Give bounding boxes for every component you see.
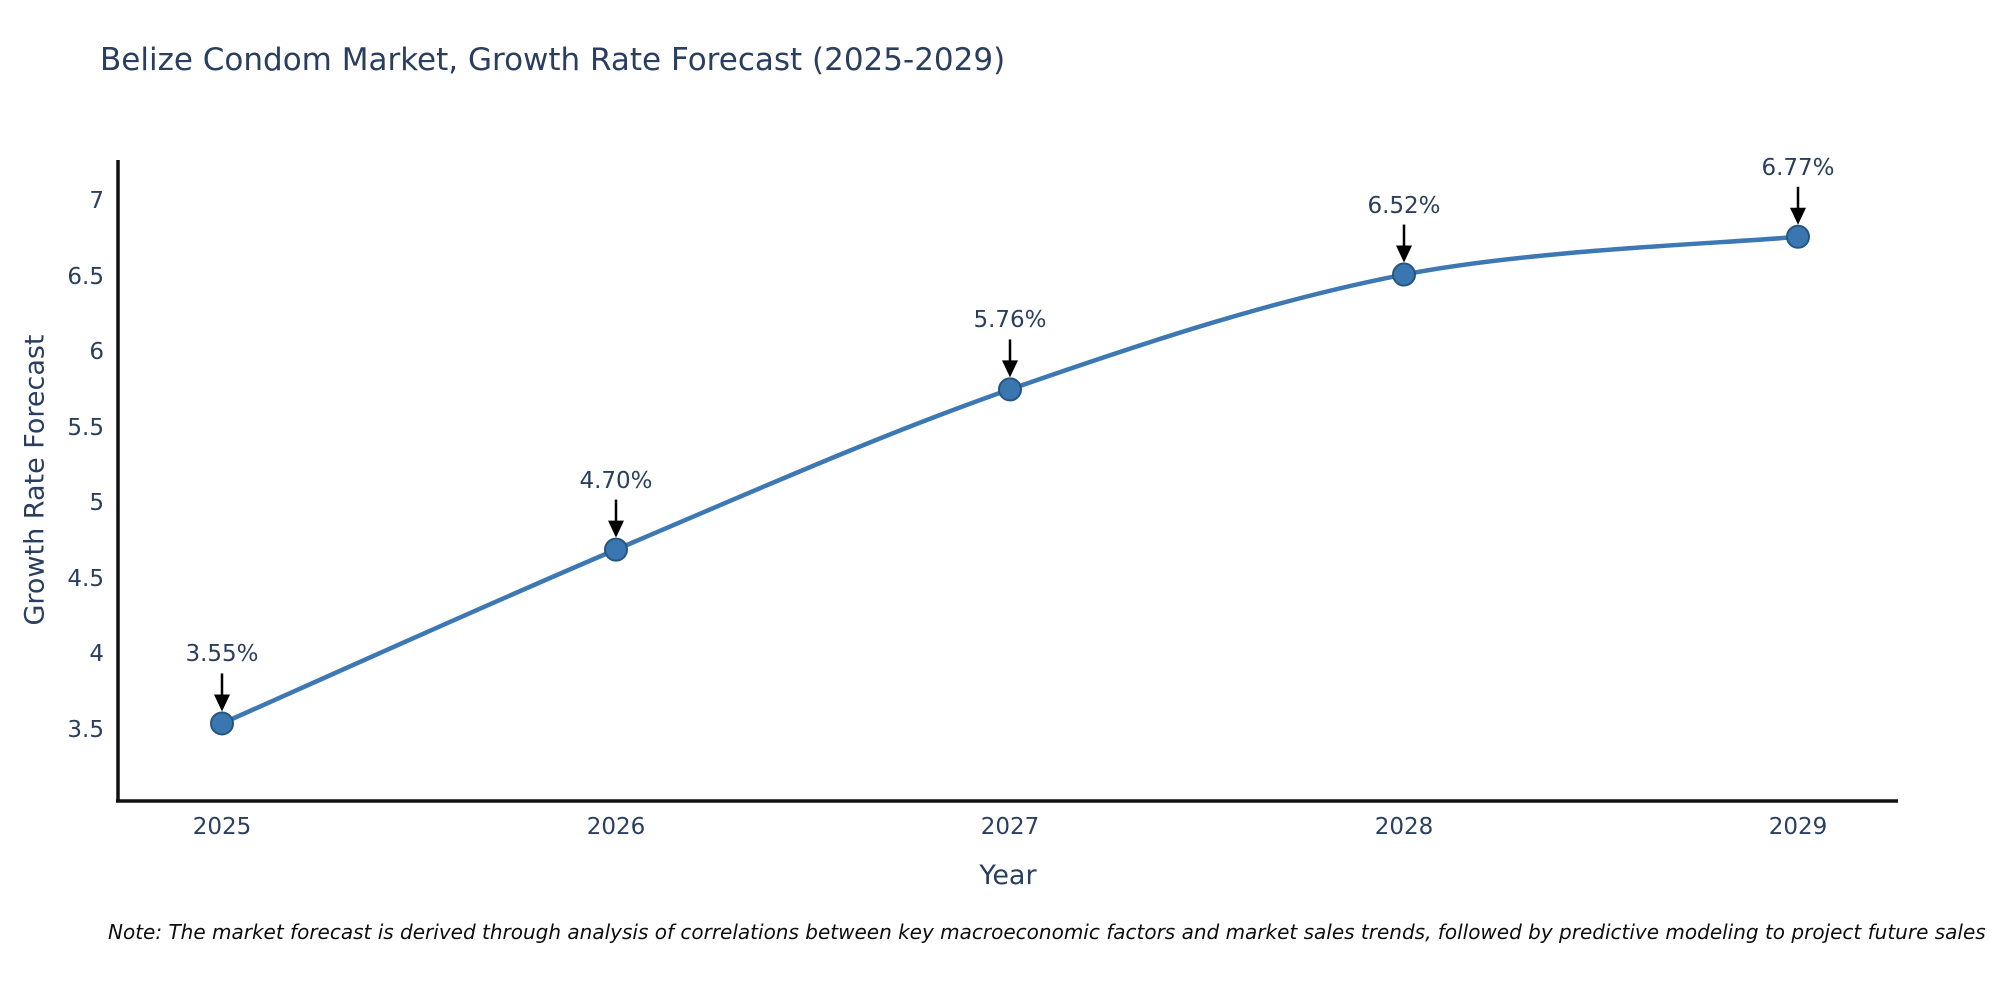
annotation-arrow-head: [1002, 360, 1018, 378]
data-point-marker: [604, 537, 628, 562]
x-tick-label: 2026: [586, 814, 646, 840]
chart-title: Belize Condom Market, Growth Rate Foreca…: [100, 42, 1006, 78]
y-tick-label: 5.5: [67, 414, 104, 441]
x-tick-label: 2027: [980, 814, 1040, 840]
data-point-marker: [998, 377, 1022, 402]
data-point-marker: [1786, 224, 1810, 249]
annotation-arrow-head: [608, 520, 624, 538]
data-point-label: 3.55%: [185, 641, 259, 668]
data-point-label: 6.52%: [1367, 192, 1441, 219]
y-tick-label: 6: [89, 339, 104, 366]
y-tick-label: 3.5: [67, 717, 104, 743]
annotation-arrow-head: [214, 694, 230, 712]
annotation-arrow-head: [1790, 207, 1806, 225]
data-point-marker: [210, 711, 234, 736]
y-tick-label: 4.5: [67, 565, 104, 592]
data-point-label: 4.70%: [579, 467, 653, 494]
data-point-marker: [1392, 262, 1416, 287]
y-tick-label: 5: [89, 490, 104, 517]
y-tick-label: 7: [89, 188, 104, 214]
x-axis-title: Year: [979, 860, 1037, 891]
y-tick-label: 6.5: [67, 263, 104, 290]
data-point-label: 6.77%: [1761, 154, 1835, 181]
annotation-arrow-head: [1396, 245, 1412, 263]
y-tick-label: 4: [89, 641, 104, 668]
data-point-label: 5.76%: [973, 307, 1047, 334]
x-tick-label: 2025: [192, 814, 252, 840]
x-tick-label: 2029: [1768, 814, 1828, 840]
footnote: Note: The market forecast is derived thr…: [108, 920, 1986, 944]
x-tick-label: 2028: [1374, 814, 1434, 840]
